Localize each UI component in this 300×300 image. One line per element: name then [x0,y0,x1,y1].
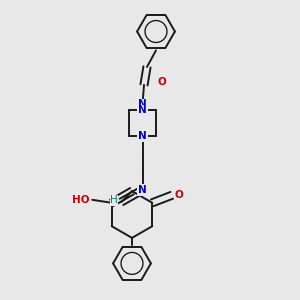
Text: HO: HO [72,195,90,205]
Text: N: N [138,99,147,110]
Text: N: N [138,185,147,195]
Text: O: O [175,190,184,200]
Text: H: H [110,195,118,206]
Text: O: O [158,77,166,88]
Text: N: N [138,131,147,141]
Text: N: N [138,105,147,116]
